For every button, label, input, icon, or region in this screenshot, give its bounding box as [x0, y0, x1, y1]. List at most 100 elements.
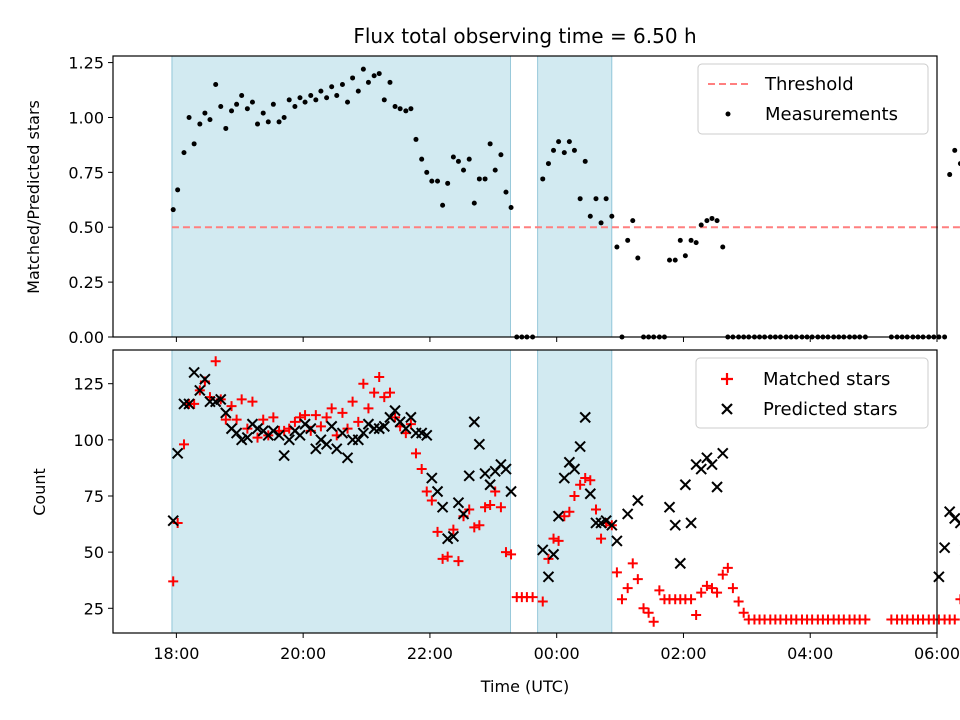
predicted-star-marker	[674, 557, 686, 570]
measurement-point	[191, 141, 197, 147]
measurement-point	[360, 66, 366, 72]
predicted-star-marker	[568, 463, 581, 475]
predicted-star-marker	[283, 434, 295, 446]
predicted-star-marker	[389, 404, 401, 417]
matched-star-marker	[379, 392, 390, 403]
matched-star-marker	[696, 587, 707, 598]
measurement-point	[625, 237, 631, 243]
predicted-star-marker	[341, 452, 354, 464]
measurement-point	[582, 158, 588, 164]
measurement-point	[508, 204, 514, 210]
measurement-point	[318, 88, 324, 94]
measurement-point	[276, 119, 282, 125]
matched-star-marker	[321, 412, 332, 423]
predicted-star-marker	[584, 488, 596, 500]
measurement-point	[498, 152, 504, 158]
measurement-point	[598, 220, 604, 226]
matched-star-marker	[310, 410, 321, 421]
measurement-point	[429, 178, 435, 184]
measurement-point	[947, 172, 953, 178]
measurement-point	[387, 79, 393, 85]
matched-star-marker	[347, 396, 358, 407]
predicted-star-marker	[194, 384, 206, 397]
measurement-point	[672, 257, 678, 263]
measurement-point	[197, 121, 203, 127]
predicted-star-marker	[563, 456, 576, 469]
measurement-point	[667, 257, 673, 263]
matched-star-marker	[247, 396, 258, 407]
matched-star-marker	[717, 569, 728, 580]
matched-star-marker	[469, 522, 480, 533]
predicted-star-marker	[468, 416, 480, 428]
matched-star-marker	[622, 583, 633, 594]
predicted-star-marker	[273, 429, 285, 442]
predicted-star-marker	[199, 373, 211, 385]
measurement-point	[218, 103, 224, 109]
measurement-point	[229, 108, 235, 114]
measurement-point	[440, 202, 446, 208]
predicted-star-marker	[167, 514, 179, 527]
measurement-point	[255, 121, 261, 127]
predicted-star-marker	[558, 472, 571, 484]
matched-star-marker	[738, 607, 749, 618]
predicted-star-marker	[188, 366, 200, 379]
predicted-star-marker	[457, 508, 470, 520]
matched-star-marker	[363, 403, 374, 414]
predicted-star-marker	[378, 420, 390, 433]
count-panel: 25 50 75 100 125 18:00 20:00 22:00 00:00 02:00 04…	[30, 349, 960, 696]
ratio-panel: 0.00 0.25 0.50 0.75 1.00 1.25 Matched/Predict…	[24, 54, 960, 347]
measurement-point	[249, 99, 255, 105]
bottom-legend-box	[695, 357, 929, 429]
predicted-star-marker	[479, 467, 491, 480]
measurement-point	[936, 334, 942, 340]
predicted-star-marker	[278, 449, 290, 462]
matched-star-marker	[733, 596, 744, 607]
matched-star-marker	[585, 475, 596, 486]
bottom-y-tick-label: 125	[73, 375, 104, 394]
matched-star-marker	[495, 502, 506, 513]
matched-star-marker	[384, 387, 395, 398]
predicted-star-marker	[384, 411, 396, 424]
measurement-point	[587, 213, 593, 219]
measurement-point	[487, 141, 493, 147]
matched-star-markers	[168, 356, 960, 627]
x-tick-label: 00:00	[534, 644, 580, 663]
top-y-ticks: 0.00 0.25 0.50 0.75 1.00 1.25	[68, 54, 113, 347]
matched-star-marker	[559, 511, 570, 522]
matched-star-marker	[706, 583, 717, 594]
predicted-star-marker	[706, 458, 718, 471]
matched-star-marker	[474, 520, 485, 531]
predicted-star-marker	[331, 443, 343, 455]
measurement-point	[334, 93, 340, 99]
measurement-point	[503, 189, 509, 195]
matched-star-marker	[596, 533, 607, 544]
matched-legend-swatch	[721, 373, 733, 385]
predicted-star-marker	[431, 485, 444, 498]
measurement-point	[476, 176, 482, 182]
predicted-star-marker	[325, 420, 338, 433]
predicted-star-marker	[357, 427, 370, 439]
matched-star-marker	[654, 585, 665, 596]
top-x-ticks	[175, 337, 938, 342]
matched-star-marker	[300, 410, 311, 421]
top-legend-box	[697, 63, 929, 135]
bottom-y-tick-label: 50	[84, 543, 104, 562]
matched-star-marker	[480, 502, 491, 513]
top-y-axis-label: Matched/Predicted stars	[24, 100, 43, 294]
measurement-point	[614, 244, 620, 250]
predicted-star-marker	[606, 519, 618, 531]
matched-star-marker	[643, 607, 654, 618]
measurement-point	[693, 240, 699, 246]
measurement-point	[466, 156, 472, 162]
measurement-point	[413, 136, 419, 142]
measurement-point	[365, 79, 371, 85]
measurement-point	[403, 108, 409, 114]
matched-star-marker	[712, 587, 723, 598]
measurement-point	[709, 215, 715, 221]
matched-star-marker	[627, 558, 638, 569]
predicted-star-marker	[352, 434, 365, 446]
measurement-point	[302, 99, 308, 105]
predicted-star-marker	[711, 481, 723, 493]
measurement-point	[677, 237, 683, 243]
measurement-point	[682, 253, 688, 259]
